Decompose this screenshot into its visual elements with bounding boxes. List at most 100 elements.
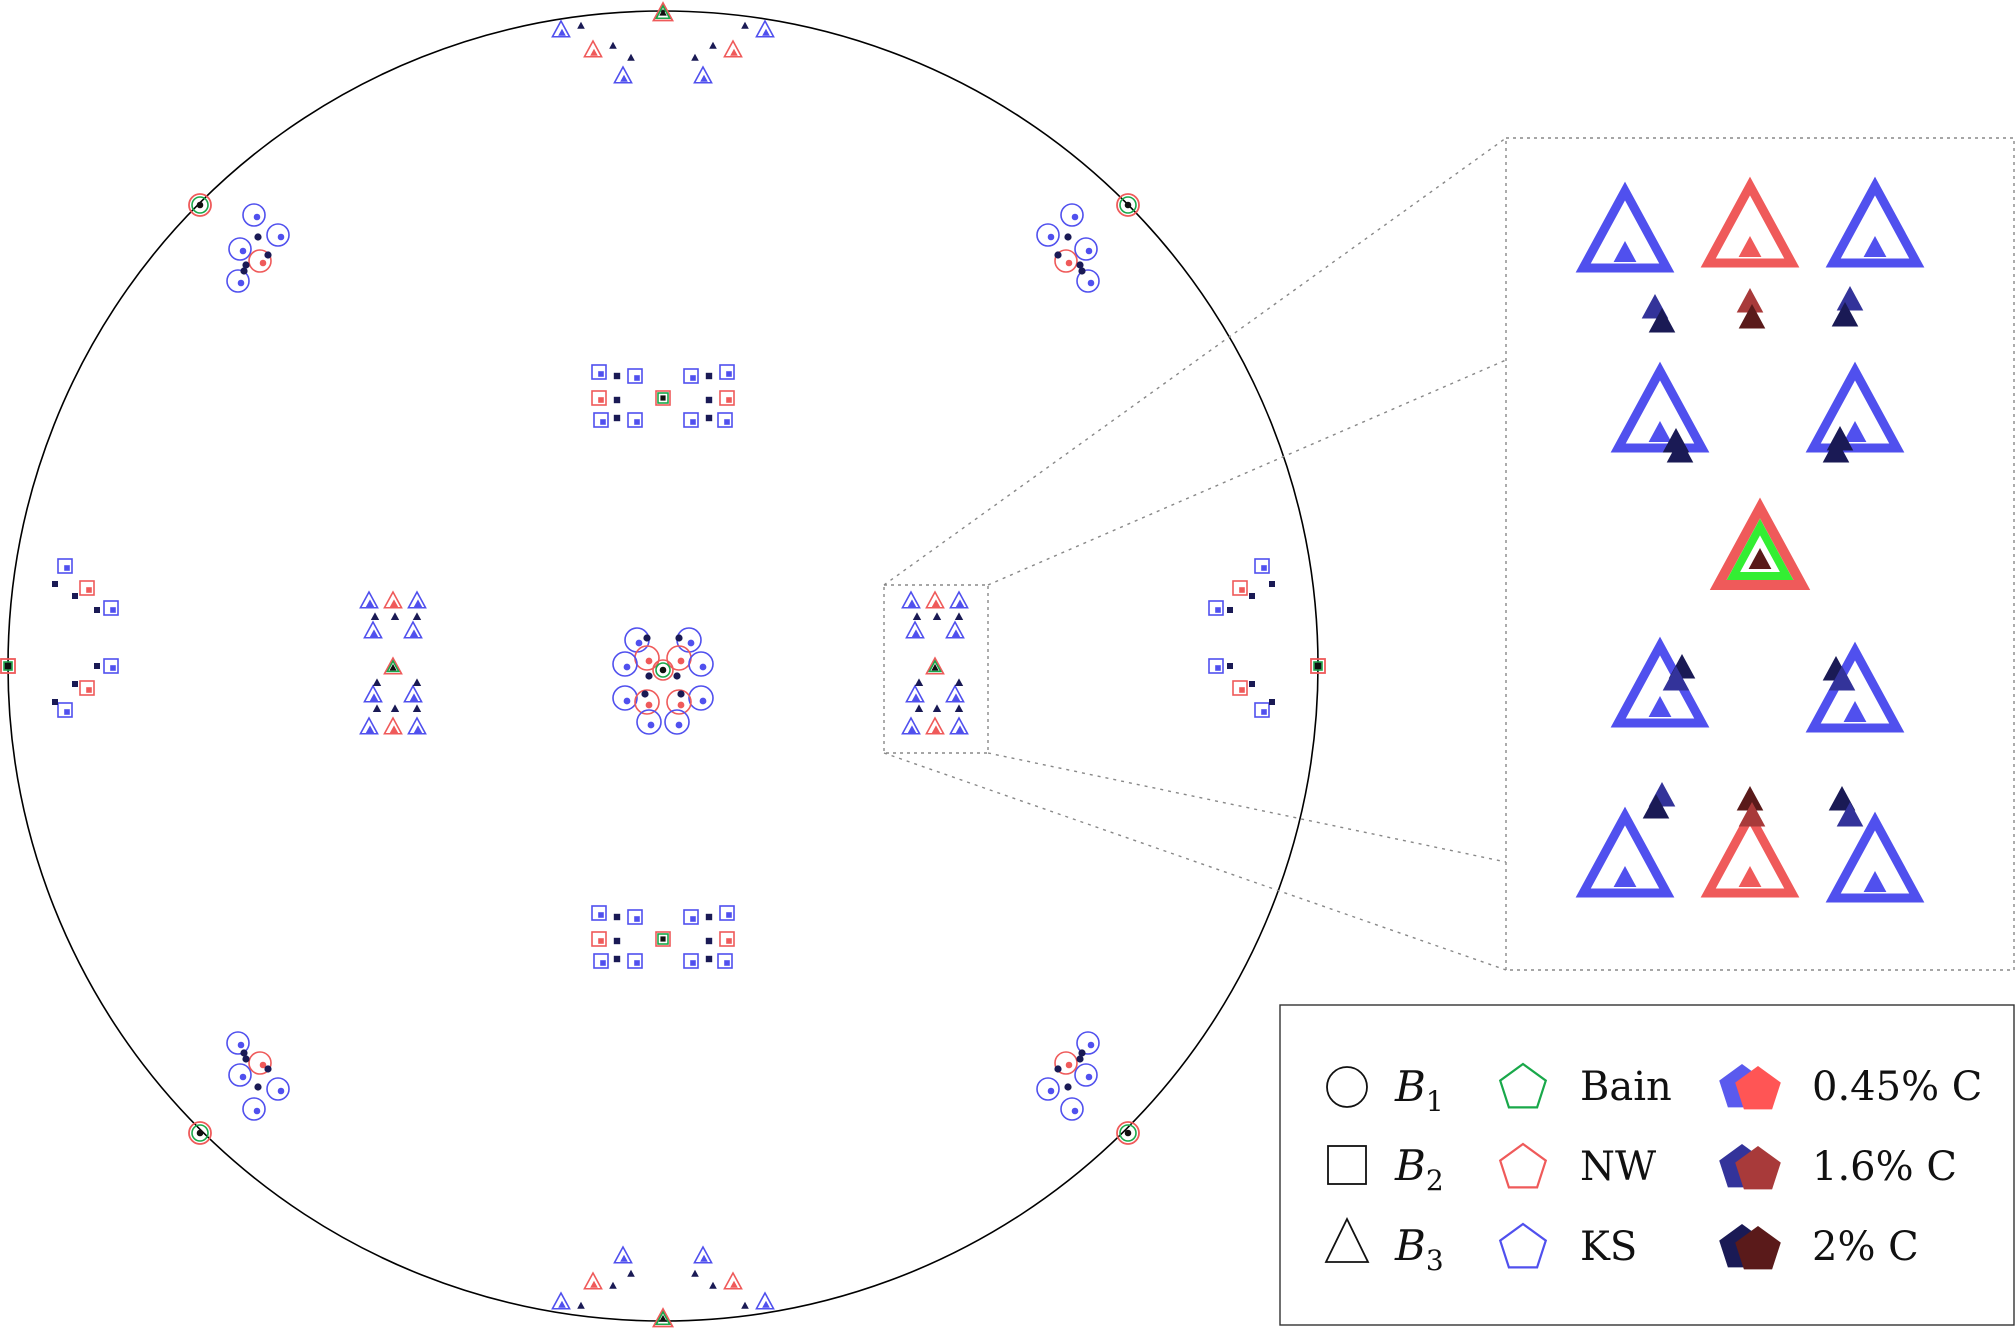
relation-pentagon-icon bbox=[1498, 1222, 1548, 1269]
b2-center-dot bbox=[660, 395, 666, 401]
b2-carbon-dot bbox=[705, 913, 713, 921]
b1-outer-carbon bbox=[1076, 261, 1084, 269]
pole-bain bbox=[191, 1124, 209, 1142]
b1-marker bbox=[664, 709, 690, 735]
pole-marker bbox=[1310, 658, 1326, 674]
b2-marker bbox=[627, 953, 643, 969]
b3-outer-carbon bbox=[609, 41, 617, 49]
b3-dot bbox=[951, 629, 961, 638]
b3-dot bbox=[389, 725, 399, 734]
inset-carbon-triangle bbox=[1642, 794, 1670, 819]
b3-outer-dot bbox=[590, 48, 598, 56]
b3-dot bbox=[365, 599, 375, 608]
b1-outer-dot bbox=[1087, 279, 1095, 287]
b3-cluster bbox=[901, 590, 969, 735]
inset-carbon-triangle bbox=[1822, 438, 1850, 463]
b3-carbon-dot bbox=[912, 612, 922, 621]
b3-outer-carbon bbox=[577, 1301, 585, 1309]
b2-dot bbox=[634, 419, 640, 425]
pole-marker bbox=[0, 658, 16, 674]
b2-marker bbox=[683, 953, 699, 969]
triangle-icon bbox=[1324, 1216, 1370, 1263]
b2-outer-cluster bbox=[51, 558, 119, 718]
pole-marker bbox=[188, 193, 212, 217]
legend-relation-nw: NW bbox=[1580, 1144, 1656, 1190]
b3-center-nw bbox=[925, 656, 945, 675]
zoom-line-bottom-2 bbox=[883, 752, 1507, 971]
b2-outer-marker bbox=[79, 580, 95, 596]
b1-outer-marker bbox=[1076, 269, 1100, 293]
b1-outer-cluster bbox=[1036, 203, 1100, 293]
b3-outer-dot bbox=[762, 28, 770, 36]
b1-outer-marker bbox=[1054, 249, 1078, 273]
b3-carbon-dot bbox=[914, 704, 924, 713]
b2-dot bbox=[690, 916, 696, 922]
legend-relation-ks: KS bbox=[1580, 1224, 1637, 1270]
pole-bain bbox=[655, 4, 671, 20]
b1-dot bbox=[645, 657, 653, 665]
b3-carbon-dot bbox=[412, 612, 422, 621]
b2-carbon-dot bbox=[613, 372, 621, 380]
square-icon bbox=[1327, 1145, 1367, 1185]
b1-cluster bbox=[612, 627, 714, 735]
b1-outer-dot bbox=[1087, 1041, 1095, 1049]
b1-outer-marker bbox=[266, 223, 290, 247]
b3-marker bbox=[363, 620, 383, 639]
b3-carbon-dot bbox=[390, 704, 400, 713]
b1-outer-dot bbox=[1047, 1087, 1055, 1095]
b2-cluster bbox=[591, 905, 735, 969]
b1-marker bbox=[612, 685, 638, 711]
inset-variant-triangle bbox=[1700, 176, 1800, 268]
pole-marker bbox=[651, 1, 675, 22]
pole-dot bbox=[1314, 662, 1322, 670]
b2-carbon-dot bbox=[705, 372, 713, 380]
b3-marker bbox=[383, 716, 403, 735]
b2-outer-carbon bbox=[72, 592, 79, 599]
b2-center-dot bbox=[660, 936, 666, 942]
b2-marker bbox=[627, 909, 643, 925]
legend-relation-bain: Bain bbox=[1580, 1064, 1672, 1110]
b3-marker bbox=[407, 716, 427, 735]
b2-outer-dot bbox=[64, 565, 70, 571]
b2-marker bbox=[591, 364, 607, 380]
b1-outer-carbon bbox=[264, 1065, 272, 1073]
b3-dot bbox=[907, 599, 917, 608]
b1-outer-dot bbox=[277, 1087, 285, 1095]
b2-outer-marker bbox=[103, 600, 119, 616]
b1-outer-carbon bbox=[254, 1083, 262, 1091]
b3-marker bbox=[359, 716, 379, 735]
b1-outer-carbon bbox=[1078, 267, 1086, 275]
b2-marker bbox=[593, 953, 609, 969]
inset-variant-triangle bbox=[1825, 176, 1925, 268]
b2-marker bbox=[719, 931, 735, 947]
b1-outer-dot bbox=[239, 1073, 247, 1081]
b3-marker bbox=[363, 684, 383, 703]
b3-carbon-dot bbox=[412, 678, 422, 687]
b2-outer-marker bbox=[1232, 580, 1248, 596]
b3-outer-marker bbox=[613, 1245, 633, 1264]
pole-bain bbox=[191, 196, 209, 214]
legend-variant-b1: B1 bbox=[1394, 1062, 1444, 1118]
b2-center-nw bbox=[655, 390, 671, 406]
b1-outer-dot bbox=[1085, 247, 1093, 255]
b3-carbon-dot bbox=[954, 678, 964, 687]
inset-variant-triangle bbox=[1805, 361, 1905, 453]
b3-outer-cluster bbox=[551, 1245, 775, 1310]
b3-marker bbox=[949, 716, 969, 735]
b3-marker bbox=[905, 620, 925, 639]
b2-outer-dot bbox=[1239, 687, 1245, 693]
b1-dot bbox=[635, 639, 643, 647]
pole-dot bbox=[1124, 1129, 1132, 1137]
b1-outer-carbon bbox=[1076, 1055, 1084, 1063]
b2-outer-marker bbox=[79, 680, 95, 696]
pole-nw bbox=[651, 1307, 675, 1328]
b2-marker bbox=[593, 412, 609, 428]
b3-outer-marker bbox=[583, 39, 603, 58]
b1-outer-dot bbox=[253, 1107, 261, 1115]
b2-outer-dot bbox=[1215, 607, 1221, 613]
inset-carbon-triangle bbox=[1738, 304, 1766, 329]
b3-outer-cluster bbox=[551, 19, 775, 84]
pole-nw bbox=[1116, 1121, 1140, 1145]
b3-marker bbox=[901, 590, 921, 609]
inset-carbon-triangle bbox=[1662, 666, 1690, 691]
